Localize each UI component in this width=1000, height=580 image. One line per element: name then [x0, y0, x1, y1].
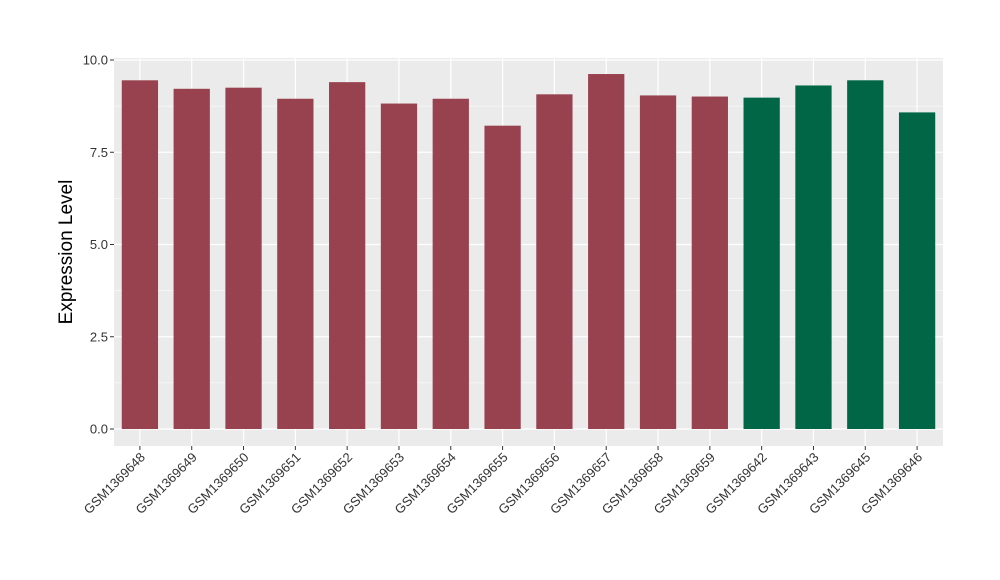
bar-GSM1369643 [795, 85, 832, 429]
bar-GSM1369651 [277, 98, 314, 430]
y-tick-label: 10.0 [83, 53, 108, 68]
bar-GSM1369646 [898, 112, 936, 429]
y-tick-label: 0.0 [90, 422, 108, 437]
y-axis: 0.0 2.5 5.0 7.5 10.0 [83, 53, 114, 437]
bar-GSM1369652 [329, 82, 366, 429]
bar-GSM1369642 [743, 97, 780, 429]
y-tick-label: 7.5 [90, 145, 108, 160]
y-tick-label: 5.0 [90, 237, 108, 252]
bar-GSM1369657 [588, 74, 625, 429]
bar-GSM1369653 [380, 103, 418, 430]
bar-GSM1369650 [225, 87, 262, 430]
y-axis-title: Expression Level [56, 180, 77, 325]
x-axis: GSM1369648GSM1369649GSM1369650GSM1369651… [81, 446, 925, 517]
bar-GSM1369649 [173, 88, 210, 430]
bar-GSM1369645 [847, 80, 884, 430]
bar-GSM1369659 [691, 96, 728, 429]
bar-GSM1369655 [484, 125, 521, 429]
y-tick-label: 2.5 [90, 329, 108, 344]
bar-GSM1369648 [121, 80, 159, 430]
bar-GSM1369654 [432, 98, 469, 430]
bars [121, 74, 936, 430]
bar-GSM1369656 [536, 94, 573, 429]
bar-GSM1369658 [639, 95, 677, 429]
